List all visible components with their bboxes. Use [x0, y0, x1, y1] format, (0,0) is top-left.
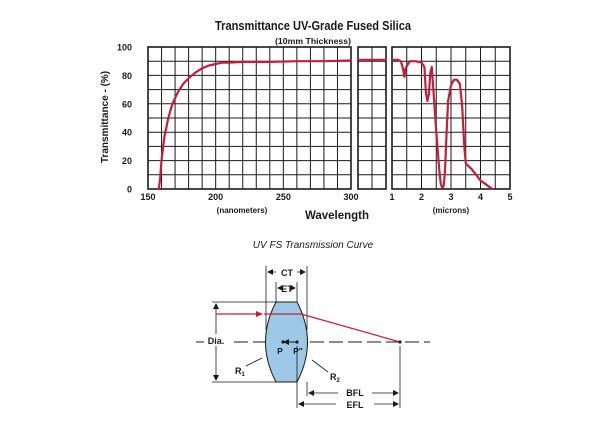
principal-point-p: [281, 340, 285, 344]
plot-frame-nm: [147, 46, 352, 190]
x-tick-label: 4: [478, 192, 483, 202]
p-prime-label: P": [293, 346, 303, 356]
x-unit-label-nanometers: (nanometers): [217, 206, 268, 215]
transmittance-curve-micron: [390, 58, 494, 191]
y-tick-label: 60: [122, 99, 132, 109]
y-tick-label: 40: [122, 128, 132, 138]
y-tick-label: 20: [122, 156, 132, 166]
y-tick-label: 80: [122, 71, 132, 81]
r1-label: R1: [235, 366, 246, 378]
et-label: ET: [281, 284, 293, 294]
x-tick-label: 150: [140, 192, 155, 202]
x-tick-label: 250: [276, 192, 291, 202]
r2-letter: R: [330, 372, 337, 382]
x-axis-label: Wavelength: [305, 208, 369, 222]
y-axis-label: Transmittance - (%): [100, 71, 111, 163]
principal-point-p-prime: [295, 340, 299, 344]
p-label: P: [277, 346, 283, 356]
x-tick-label: 300: [343, 192, 358, 202]
r1-letter: R: [235, 366, 242, 376]
figure-caption: UV FS Transmission Curve: [253, 240, 374, 251]
x-tick-label: 200: [208, 192, 223, 202]
y-tick-label: 0: [127, 185, 132, 195]
r1-leader: [245, 357, 263, 367]
lens-diagram: Dia. CT ET P P" R1 R2: [196, 266, 430, 410]
transmittance-curve-nm: [157, 59, 353, 191]
efl-label: EFL: [347, 400, 365, 410]
chart-title: Transmittance UV-Grade Fused Silica: [215, 18, 412, 33]
plot-frame-micron: [391, 46, 511, 190]
ray-outgoing: [300, 313, 401, 343]
y-tick-label: 100: [117, 43, 132, 53]
plot-frame-mid: [357, 46, 387, 190]
dia-label: Dia.: [208, 336, 225, 346]
r2-label: R2: [330, 372, 341, 384]
x-tick-label: 1: [389, 192, 394, 202]
curve-layer: [157, 58, 494, 191]
r2-subscript: 2: [337, 378, 341, 384]
x-tick-label: 2: [419, 192, 424, 202]
x-tick-label: 5: [507, 192, 512, 202]
x-tick-label: 3: [448, 192, 453, 202]
x-unit-label-microns: (microns): [433, 206, 470, 215]
chart-subtitle: (10mm Thickness): [275, 36, 351, 46]
ct-label: CT: [281, 268, 293, 278]
tick-layer: 150 200 250 300 1 2 3 4 5 0 20 40 60 80 100: [117, 43, 513, 203]
r1-subscript: 1: [242, 372, 246, 378]
r2-leader: [311, 359, 329, 373]
bfl-label: BFL: [346, 388, 364, 398]
focal-point: [398, 340, 402, 344]
